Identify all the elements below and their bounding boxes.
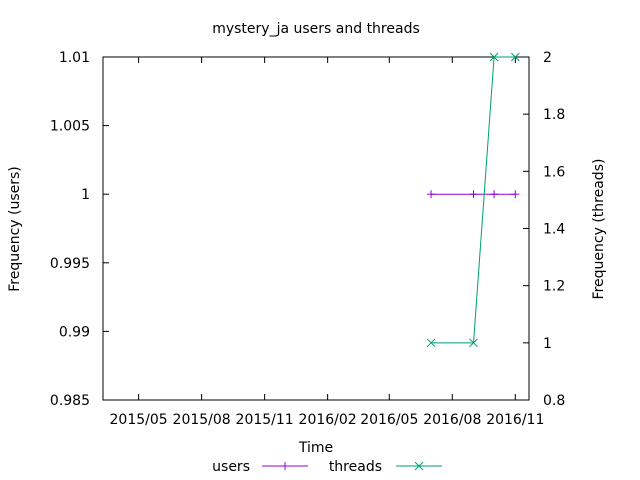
axis-ticks: 2015/05 2015/08 2015/11 2016/02 2016/05 2016/…	[50, 50, 565, 428]
y-tick-label: 0.985	[50, 393, 90, 409]
data-point-users	[427, 190, 436, 199]
y-tick-label: 0.995	[50, 256, 90, 272]
series-layer	[426, 52, 520, 348]
y2-tick-label: 1	[543, 336, 552, 352]
legend-label-users: users	[212, 459, 250, 475]
x-tick-label: 2016/02	[299, 412, 357, 428]
x-tick-label: 2016/11	[486, 412, 544, 428]
y-tick-label: 0.99	[59, 324, 90, 340]
y2-tick-label: 2	[543, 50, 552, 66]
x-tick-label: 2016/05	[360, 412, 418, 428]
x-tick-label: 2016/08	[423, 412, 481, 428]
y2-axis-label: Frequency (threads)	[591, 159, 607, 300]
data-point-threads	[426, 338, 436, 348]
y-axis-label: Frequency (users)	[7, 166, 23, 292]
y2-tick-label: 1.4	[543, 222, 565, 238]
y2-tick-label: 1.6	[543, 164, 565, 180]
data-point-users	[511, 190, 520, 199]
legend-marker-threads	[414, 461, 424, 471]
legend: users threads	[212, 459, 442, 475]
y-tick-label: 1.01	[59, 50, 90, 66]
y-tick-label: 1	[81, 187, 90, 203]
x-axis-label: Time	[298, 440, 333, 456]
y2-tick-label: 0.8	[543, 393, 565, 409]
data-point-users	[469, 190, 478, 199]
y-tick-label: 1.005	[50, 119, 90, 135]
data-point-threads	[489, 52, 499, 62]
plot-frame	[102, 56, 530, 401]
y2-tick-label: 1.2	[543, 279, 565, 295]
data-point-users	[490, 190, 499, 199]
y2-tick-label: 1.8	[543, 107, 565, 123]
series-line-threads	[431, 56, 516, 344]
legend-marker-users	[281, 462, 289, 470]
data-point-threads	[510, 52, 520, 62]
x-tick-label: 2015/11	[236, 412, 294, 428]
x-tick-label: 2015/08	[173, 412, 231, 428]
x-tick-label: 2015/05	[110, 412, 168, 428]
chart-title: mystery_ja users and threads	[212, 21, 420, 37]
legend-label-threads: threads	[329, 459, 382, 475]
data-point-threads	[469, 338, 478, 348]
